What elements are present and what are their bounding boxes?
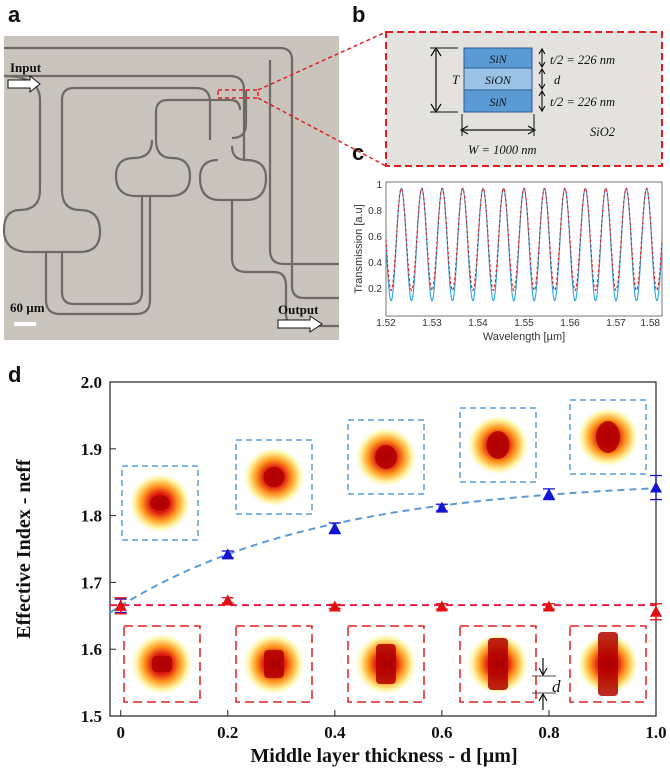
x-tick-label: 0.4 bbox=[324, 723, 346, 742]
panel-label-a: a bbox=[8, 2, 21, 27]
tm-mode-core bbox=[264, 650, 284, 678]
x-tick-label: 1.0 bbox=[645, 723, 666, 742]
x-tick-label: 0.8 bbox=[538, 723, 559, 742]
red-data-point bbox=[328, 600, 341, 612]
y-tick-label: 1.8 bbox=[81, 507, 102, 526]
y-tick-label: 2.0 bbox=[81, 373, 102, 392]
spectrum-ytick: 1 bbox=[376, 180, 382, 191]
spectrum-ytick: 0.6 bbox=[368, 232, 382, 243]
panel-label-b: b bbox=[352, 2, 366, 27]
blue-data-point bbox=[650, 481, 662, 493]
blue-data-point bbox=[435, 501, 448, 513]
d-annotation: d bbox=[532, 658, 561, 710]
spectrum-xtick: 1.53 bbox=[422, 318, 442, 329]
spectrum-xtick: 1.57 bbox=[606, 318, 626, 329]
spectrum-xtick: 1.58 bbox=[641, 318, 661, 329]
spectrum-yticks: 1 0.8 0.6 0.4 0.2 bbox=[368, 180, 382, 295]
zoom-line-top bbox=[257, 31, 387, 91]
spectrum-xtick: 1.52 bbox=[376, 318, 396, 329]
cross-section: SiN SiON SiN T t/2 = 226 nm d t/2 = 226 … bbox=[385, 31, 663, 167]
cladding-label: SiO2 bbox=[590, 125, 615, 139]
scale-bar-label: 60 µm bbox=[10, 300, 45, 315]
spectrum-lines bbox=[385, 187, 663, 302]
blue-data-point bbox=[328, 522, 341, 534]
t-half-label-top: t/2 = 226 nm bbox=[550, 53, 615, 67]
width-label: W = 1000 nm bbox=[468, 143, 537, 157]
zoom-line-bottom bbox=[257, 97, 387, 167]
layer-label-sion: SiON bbox=[485, 73, 512, 87]
red-data-point bbox=[650, 605, 662, 617]
spectrum-ylabel: Transmission [a.u] bbox=[353, 204, 365, 293]
neff-ylabel: Effective Index - neff bbox=[13, 459, 35, 639]
d-label: d bbox=[554, 73, 561, 87]
spectrum-ytick: 0.2 bbox=[368, 284, 382, 295]
input-arrow-icon bbox=[7, 74, 41, 94]
output-label: Output bbox=[278, 302, 319, 317]
fit-curves bbox=[109, 487, 657, 614]
mode-profiles bbox=[121, 399, 647, 703]
tm-mode-core bbox=[488, 638, 508, 690]
tm-mode-core bbox=[598, 632, 618, 696]
layer-label-sin-top: SiN bbox=[489, 52, 507, 66]
y-tick-label: 1.9 bbox=[81, 440, 102, 459]
spectrum-xtick: 1.55 bbox=[514, 318, 534, 329]
neff-chart: d 0 0.2 0.4 0.6 0.8 1.0 1.5 1.6 1.7 1.8 1.9 2.0 Mi… bbox=[13, 373, 667, 767]
blue-data-point bbox=[221, 548, 234, 560]
x-tick-label: 0.6 bbox=[431, 723, 452, 742]
blue-fit-curve bbox=[109, 487, 657, 614]
spectrum-xticks: 1.52 1.53 1.54 1.55 1.56 1.57 1.58 bbox=[376, 318, 660, 329]
panel-label-c: c bbox=[352, 140, 365, 165]
spectrum-fit-line bbox=[385, 187, 663, 292]
layer-label-sin-bottom: SiN bbox=[489, 95, 507, 109]
spectrum-xlabel: Wavelength [µm] bbox=[483, 331, 565, 343]
data-points bbox=[114, 474, 662, 621]
spectrum-xtick: 1.56 bbox=[560, 318, 580, 329]
output-arrow-icon bbox=[277, 315, 323, 333]
tm-mode-core bbox=[152, 656, 172, 672]
te-mode-core bbox=[596, 421, 620, 453]
scale-bar bbox=[14, 322, 36, 326]
spectrum-ytick: 0.4 bbox=[368, 258, 382, 269]
micrograph-background bbox=[4, 36, 339, 340]
te-mode-core bbox=[486, 431, 510, 459]
te-mode-core bbox=[263, 467, 285, 487]
y-tick-label: 1.5 bbox=[81, 707, 102, 726]
neff-yticks: 1.5 1.6 1.7 1.8 1.9 2.0 bbox=[81, 373, 116, 726]
x-tick-label: 0.2 bbox=[217, 723, 238, 742]
red-data-point bbox=[542, 600, 555, 612]
red-data-point bbox=[435, 600, 448, 612]
y-tick-label: 1.7 bbox=[81, 573, 103, 592]
t-half-label-bottom: t/2 = 226 nm bbox=[550, 95, 615, 109]
micrograph: Input Output 60 µm bbox=[2, 31, 387, 340]
spectrum-plot: 1.52 1.53 1.54 1.55 1.56 1.57 1.58 1 0.8… bbox=[353, 180, 663, 343]
d-annotation-label: d bbox=[552, 677, 561, 696]
layer-sin-bottom bbox=[463, 89, 533, 113]
y-tick-label: 1.6 bbox=[81, 640, 102, 659]
zoom-region-box bbox=[217, 89, 259, 99]
input-label: Input bbox=[10, 60, 42, 75]
x-tick-label: 0 bbox=[116, 723, 125, 742]
red-data-point bbox=[114, 599, 127, 611]
neff-xlabel: Middle layer thickness - d [µm] bbox=[250, 745, 517, 767]
blue-data-point bbox=[542, 488, 555, 500]
tm-mode-core bbox=[376, 644, 396, 684]
panel-label-d: d bbox=[8, 362, 22, 387]
red-data-point bbox=[221, 594, 234, 606]
te-mode-core bbox=[375, 445, 397, 469]
te-mode-core bbox=[150, 495, 170, 511]
spectrum-xtick: 1.54 bbox=[468, 318, 488, 329]
neff-xticks: 0 0.2 0.4 0.6 0.8 1.0 bbox=[116, 710, 667, 742]
t-total-label: T bbox=[452, 72, 460, 87]
spectrum-ytick: 0.8 bbox=[368, 206, 382, 217]
